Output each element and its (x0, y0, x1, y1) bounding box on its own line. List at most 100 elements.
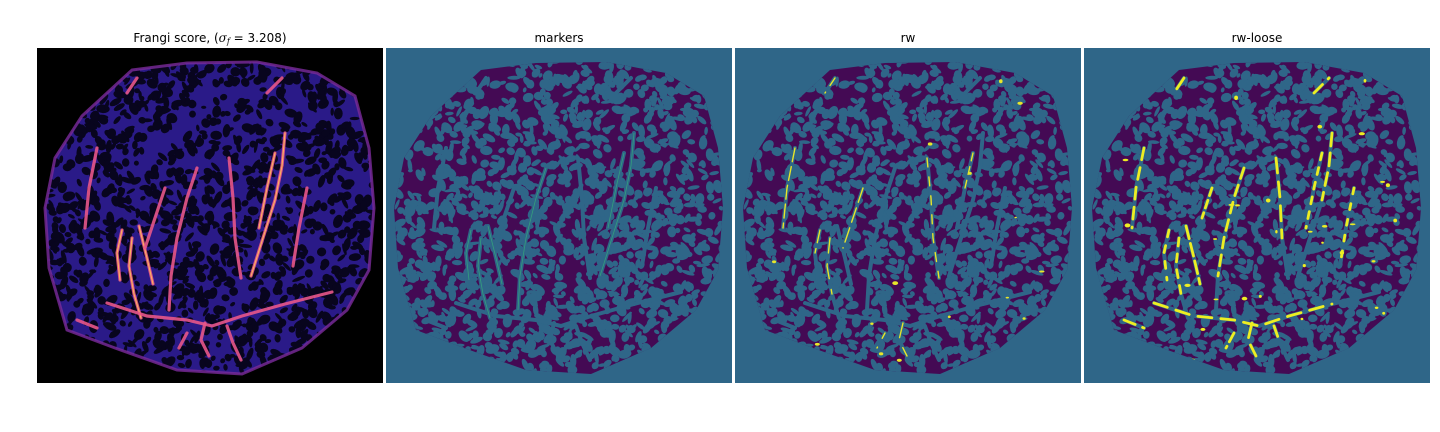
vessel-channel (835, 224, 853, 286)
vessel-ridge-core (128, 237, 142, 319)
vessel-segment (1162, 228, 1171, 282)
vessel-segment (1130, 146, 1146, 230)
vessel-speck (772, 260, 777, 264)
vessel-channel (773, 318, 797, 330)
vessel-ridge-core (138, 225, 154, 285)
vessel-channel (547, 321, 560, 358)
vessel-speck (1317, 124, 1323, 129)
vessel-segment (1272, 324, 1282, 345)
vessel-channel (432, 146, 448, 230)
vessel-segment (1224, 331, 1236, 350)
vessel-ridge (105, 290, 334, 328)
rw-image-svg (735, 48, 1081, 383)
vessel-speck (1385, 183, 1390, 188)
vessel-channel (923, 324, 941, 362)
vessel-ridge (199, 321, 211, 358)
vessel-speck (1213, 238, 1218, 240)
vessel-speck (927, 142, 933, 146)
vessel-segment (1200, 186, 1214, 220)
marker-trace (599, 132, 635, 277)
panel-frangi-image (37, 48, 383, 383)
vessel-ridge-core (250, 132, 286, 277)
vessel-speck (1307, 230, 1313, 233)
vessel-segment (898, 322, 908, 357)
vessel-channel (1173, 236, 1190, 320)
vessel-speck (1005, 296, 1009, 299)
vessel-ridge (227, 156, 243, 280)
vessel-channel (803, 290, 1032, 329)
vessel-speck (1124, 223, 1131, 228)
vessel-ridge (167, 166, 199, 312)
vessel-channel (454, 290, 683, 329)
vessel-segment (1304, 151, 1324, 230)
vessel-segment (1320, 131, 1334, 202)
vessel-segment (1172, 76, 1186, 95)
vessel-ridge (75, 318, 99, 330)
vessel-speck (1241, 296, 1248, 301)
vessel-segment (1184, 224, 1202, 286)
vessel-speck (1321, 225, 1328, 228)
frangi-title-sigma: σ (218, 31, 227, 45)
vessel-channel (865, 166, 897, 312)
vessel-channel (640, 186, 658, 268)
vessel-speck (1022, 317, 1026, 320)
vessel-speck (870, 322, 874, 325)
vessel-channel (526, 331, 538, 350)
vessel-speck (1235, 204, 1240, 207)
vessel-segment (1122, 318, 1146, 330)
vessel-ridge (143, 186, 167, 250)
vessel-segment (1274, 156, 1284, 240)
vessel-speck (1275, 230, 1278, 234)
vessel-speck (1358, 132, 1365, 136)
vessel-segment (782, 147, 796, 229)
vessel-segment (964, 152, 974, 189)
vessel-speck (999, 79, 1003, 84)
vessel-speck (1363, 79, 1367, 83)
vessel-speck (1234, 95, 1238, 100)
vessel-speck (968, 171, 972, 175)
vessel-speck (1374, 306, 1379, 309)
vessel-speck (1371, 260, 1376, 263)
vessel-speck (1258, 294, 1262, 298)
vessel-channel (474, 76, 488, 95)
vessel-channel (492, 186, 516, 250)
vessel-speck (1349, 223, 1356, 226)
marker-trace (477, 237, 491, 319)
panel-rw-image (735, 48, 1081, 383)
vessel-segment (842, 187, 864, 249)
vessel-speck (1184, 283, 1191, 287)
panel-title-frangi: Frangi score, (σf = 3.208) (37, 31, 383, 49)
frangi-image-svg (37, 48, 383, 383)
panel-title-rw-loose: rw-loose (1231, 31, 1283, 45)
vessel-segment (1246, 321, 1258, 358)
vessel-speck (1039, 270, 1045, 273)
vessel-speck (1200, 327, 1206, 331)
vessel-channel (574, 324, 592, 362)
vessel-speck (1265, 198, 1271, 203)
vessel-ridge-core (116, 229, 123, 281)
vessel-speck (947, 315, 951, 319)
vessel-ridge (177, 331, 189, 350)
vessel-channel (424, 318, 448, 330)
vessel-speck (1321, 241, 1324, 244)
vessel-segment (826, 237, 833, 295)
vessel-segment (1312, 76, 1331, 95)
frangi-title-prefix: Frangi score, ( (133, 31, 219, 45)
vessel-speck (1122, 158, 1129, 162)
vessel-speck (1228, 203, 1235, 206)
vessel-speck (1017, 101, 1023, 105)
vessel-ridge (265, 76, 284, 95)
vessel-speck (892, 281, 899, 285)
vessel-segment (824, 77, 836, 94)
vessel-ridge-core (258, 152, 276, 229)
panel-markers-image (386, 48, 732, 383)
frangi-title-sub: f (226, 37, 230, 46)
vessel-segment (1216, 166, 1246, 278)
vessel-ridge (225, 324, 243, 362)
vessel-channel (963, 76, 982, 95)
vessel-speck (1300, 317, 1304, 321)
marker-trace (487, 225, 503, 285)
frangi-title-suffix: = 3.208) (229, 31, 287, 45)
vessel-speck (1393, 218, 1398, 223)
vessel-channel (614, 76, 633, 95)
